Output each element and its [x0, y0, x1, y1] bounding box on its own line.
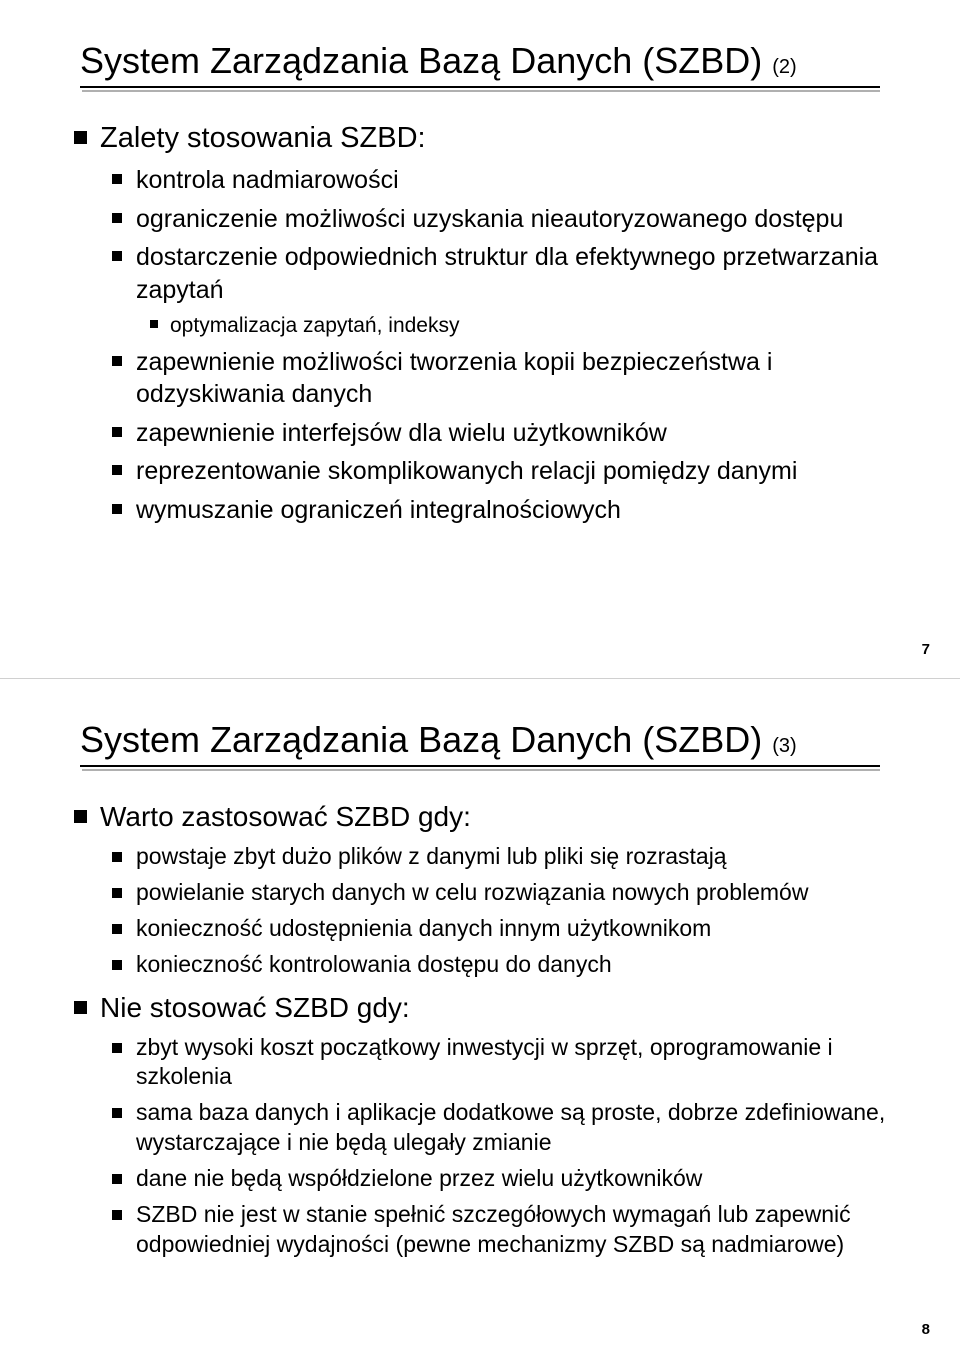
bullet-list-lvl3: optymalizacja zapytań, indeksy: [148, 312, 900, 339]
list-item: wymuszanie ograniczeń integralnościowych: [110, 494, 900, 527]
list-item: powstaje zbyt dużo plików z danymi lub p…: [110, 842, 900, 872]
slide-title: System Zarządzania Bazą Danych (SZBD) (3…: [80, 719, 880, 777]
list-item: dane nie będą współdzielone przez wielu …: [110, 1164, 900, 1194]
list-item: konieczność udostępnienia danych innym u…: [110, 914, 900, 944]
item-text: reprezentowanie skomplikowanych relacji …: [136, 457, 797, 485]
page-number: 7: [922, 641, 930, 658]
list-item: zapewnienie możliwości tworzenia kopii b…: [110, 346, 900, 411]
list-item: dostarczenie odpowiednich struktur dla e…: [110, 241, 900, 339]
item-text: dostarczenie odpowiednich struktur dla e…: [136, 243, 878, 304]
slide-title: System Zarządzania Bazą Danych (SZBD) (2…: [80, 40, 880, 98]
list-item: konieczność kontrolowania dostępu do dan…: [110, 950, 900, 980]
item-text: konieczność kontrolowania dostępu do dan…: [136, 951, 612, 977]
item-text: konieczność udostępnienia danych innym u…: [136, 915, 711, 941]
list-item: Warto zastosować SZBD gdy: powstaje zbyt…: [70, 799, 900, 980]
title-main: System Zarządzania Bazą Danych (SZBD): [80, 719, 772, 760]
bullet-list-lvl2: zbyt wysoki koszt początkowy inwestycji …: [110, 1033, 900, 1260]
title-underline: [80, 765, 880, 767]
list-item: optymalizacja zapytań, indeksy: [148, 312, 900, 339]
title-underline-shadow: [82, 90, 880, 92]
item-text: powstaje zbyt dużo plików z danymi lub p…: [136, 843, 727, 869]
item-text: zapewnienie interfejsów dla wielu użytko…: [136, 419, 667, 447]
bullet-list-lvl1: Warto zastosować SZBD gdy: powstaje zbyt…: [70, 799, 900, 1260]
item-text: zapewnienie możliwości tworzenia kopii b…: [136, 348, 772, 409]
slide-8: System Zarządzania Bazą Danych (SZBD) (3…: [0, 679, 960, 1358]
item-text: ograniczenie możliwości uzyskania nieaut…: [136, 205, 843, 233]
list-item: powielanie starych danych w celu rozwiąz…: [110, 878, 900, 908]
item-text: optymalizacja zapytań, indeksy: [170, 314, 459, 337]
item-text: kontrola nadmiarowości: [136, 166, 399, 194]
bullet-list-lvl1: Zalety stosowania SZBD: kontrola nadmiar…: [70, 120, 900, 526]
item-text: sama baza danych i aplikacje dodatkowe s…: [136, 1099, 885, 1155]
title-sub: (2): [772, 56, 796, 78]
title-sub: (3): [772, 735, 796, 757]
item-text: Zalety stosowania SZBD:: [100, 122, 426, 154]
item-text: SZBD nie jest w stanie spełnić szczegóło…: [136, 1201, 851, 1257]
item-text: Warto zastosować SZBD gdy:: [100, 801, 471, 832]
list-item: SZBD nie jest w stanie spełnić szczegóło…: [110, 1200, 900, 1260]
list-item: Zalety stosowania SZBD: kontrola nadmiar…: [70, 120, 900, 526]
item-text: Nie stosować SZBD gdy:: [100, 992, 410, 1023]
list-item: zapewnienie interfejsów dla wielu użytko…: [110, 417, 900, 450]
bullet-list-lvl2: powstaje zbyt dużo plików z danymi lub p…: [110, 842, 900, 980]
list-item: reprezentowanie skomplikowanych relacji …: [110, 455, 900, 488]
title-underline: [80, 86, 880, 88]
list-item: sama baza danych i aplikacje dodatkowe s…: [110, 1098, 900, 1158]
list-item: ograniczenie możliwości uzyskania nieaut…: [110, 203, 900, 236]
slide-7: System Zarządzania Bazą Danych (SZBD) (2…: [0, 0, 960, 678]
title-underline-shadow: [82, 769, 880, 771]
page-number: 8: [922, 1321, 930, 1338]
item-text: dane nie będą współdzielone przez wielu …: [136, 1165, 702, 1191]
title-main: System Zarządzania Bazą Danych (SZBD): [80, 40, 772, 81]
list-item: Nie stosować SZBD gdy: zbyt wysoki koszt…: [70, 990, 900, 1260]
list-item: zbyt wysoki koszt początkowy inwestycji …: [110, 1033, 900, 1093]
item-text: zbyt wysoki koszt początkowy inwestycji …: [136, 1034, 833, 1090]
item-text: wymuszanie ograniczeń integralnościowych: [136, 496, 621, 524]
bullet-list-lvl2: kontrola nadmiarowości ograniczenie możl…: [110, 164, 900, 526]
list-item: kontrola nadmiarowości: [110, 164, 900, 197]
item-text: powielanie starych danych w celu rozwiąz…: [136, 879, 808, 905]
